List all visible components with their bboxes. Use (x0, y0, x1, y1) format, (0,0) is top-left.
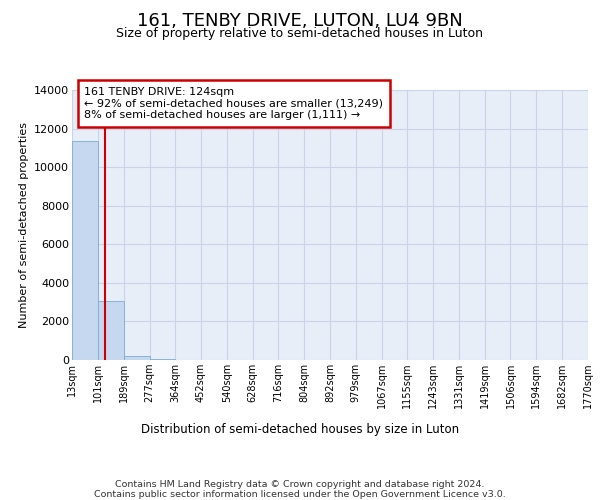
Bar (124, 356, 149, 360)
Text: 161, TENBY DRIVE, LUTON, LU4 9BN: 161, TENBY DRIVE, LUTON, LU4 9BN (137, 12, 463, 30)
Bar (98, 301, 124, 360)
Text: Size of property relative to semi-detached houses in Luton: Size of property relative to semi-detach… (116, 28, 484, 40)
Y-axis label: Number of semi-detached properties: Number of semi-detached properties (19, 122, 29, 328)
Bar (149, 359, 175, 360)
Text: Distribution of semi-detached houses by size in Luton: Distribution of semi-detached houses by … (141, 422, 459, 436)
Text: Contains HM Land Registry data © Crown copyright and database right 2024.
Contai: Contains HM Land Registry data © Crown c… (94, 480, 506, 500)
Text: 161 TENBY DRIVE: 124sqm
← 92% of semi-detached houses are smaller (13,249)
8% of: 161 TENBY DRIVE: 124sqm ← 92% of semi-de… (85, 87, 383, 120)
Bar (72, 141, 98, 360)
